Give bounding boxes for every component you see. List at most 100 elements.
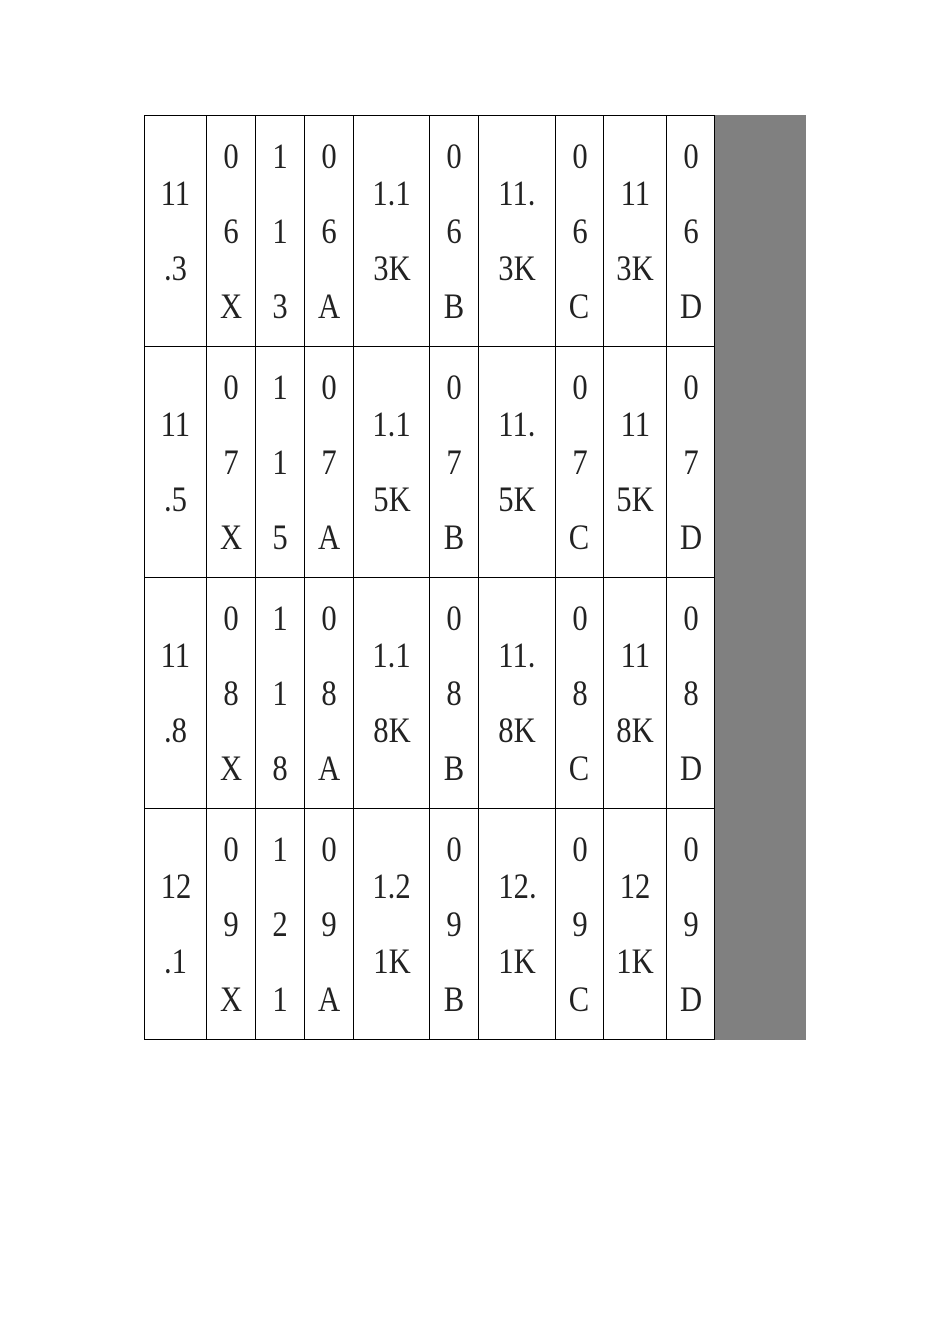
cell-text-line: 3 bbox=[272, 285, 288, 326]
cell-text-line: 1 bbox=[272, 441, 288, 482]
table-cell: 0 7 X bbox=[206, 346, 256, 578]
cell-text-line: 1K bbox=[616, 941, 654, 981]
cell-text-line: 1 bbox=[272, 366, 288, 407]
cell-text-line: 1.1 bbox=[372, 404, 411, 444]
cell-text-line: A bbox=[317, 978, 341, 1019]
cell-text-line: 8K bbox=[616, 710, 654, 750]
cell-text-line: 3K bbox=[616, 248, 654, 288]
cell-text-line: 8 bbox=[321, 672, 337, 713]
cell-text-line: 7 bbox=[682, 441, 699, 482]
cell-text-line: 0 bbox=[682, 597, 699, 638]
cell-text-line: 9 bbox=[571, 903, 588, 944]
cell-text-line: 6 bbox=[682, 210, 699, 251]
table-cell: 12.1 bbox=[144, 808, 207, 1040]
cell-text-line: .3 bbox=[164, 248, 187, 288]
cell-text-line: 6 bbox=[321, 210, 337, 251]
cell-text-line: 0 bbox=[223, 366, 239, 407]
table-cell: 0 8 X bbox=[206, 577, 256, 809]
table-cell: 0 9 A bbox=[304, 808, 354, 1040]
cell-text-line: 6 bbox=[223, 210, 239, 251]
table-cell: 0 9 X bbox=[206, 808, 256, 1040]
cell-text-line: D bbox=[679, 516, 702, 557]
cell-text-line: 0 bbox=[446, 828, 462, 869]
table-cell: 0 6 B bbox=[429, 115, 479, 347]
cell-text-line: 6 bbox=[571, 210, 588, 251]
table-cell: 11.3 bbox=[144, 115, 207, 347]
cell-text-line: C bbox=[569, 978, 590, 1019]
cell-text-line: 0 bbox=[321, 597, 337, 638]
table-cell: 11 5K bbox=[603, 346, 667, 578]
table-cell: 0 8 B bbox=[429, 577, 479, 809]
cell-text-line: 1.2 bbox=[372, 866, 411, 906]
table-cell: 0 6 D bbox=[666, 115, 715, 347]
cell-text-line: 12 bbox=[619, 866, 651, 906]
table-cell: 12 1K bbox=[603, 808, 667, 1040]
cell-text-line: 0 bbox=[446, 597, 462, 638]
cell-text-line: 0 bbox=[571, 135, 588, 176]
cell-text-line: D bbox=[679, 747, 702, 788]
cell-text-line: 9 bbox=[446, 903, 462, 944]
cell-text-line: 0 bbox=[223, 135, 239, 176]
cell-text-line: 7 bbox=[446, 441, 462, 482]
cell-text-line: 11 bbox=[160, 404, 191, 444]
cell-text-line: D bbox=[679, 978, 702, 1019]
cell-text-line: 8K bbox=[372, 710, 411, 750]
cell-text-line: X bbox=[219, 516, 243, 557]
cell-text-line: 11 bbox=[620, 173, 650, 213]
cell-text-line: 1K bbox=[372, 941, 411, 981]
table-cell: 11.5 bbox=[144, 346, 207, 578]
table-cell: 1 2 1 bbox=[255, 808, 305, 1040]
table-cell: 0 6 X bbox=[206, 115, 256, 347]
cell-text-line: D bbox=[679, 285, 702, 326]
cell-text-line: 0 bbox=[321, 828, 337, 869]
cell-text-line: 7 bbox=[571, 441, 588, 482]
table-cell: 0 7 B bbox=[429, 346, 479, 578]
cell-text-line: 1K bbox=[498, 941, 536, 981]
cell-text-line: 0 bbox=[682, 135, 699, 176]
cell-text-line: 12 bbox=[160, 866, 191, 906]
cell-text-line: A bbox=[317, 747, 341, 788]
table-cell: 11 3K bbox=[603, 115, 667, 347]
cell-text-line: 11 bbox=[160, 173, 191, 213]
cell-text-line: 0 bbox=[682, 366, 699, 407]
table-cell: 0 6 A bbox=[304, 115, 354, 347]
shaded-cell bbox=[715, 115, 806, 347]
cell-text-line: 1 bbox=[272, 828, 288, 869]
cell-text-line: 9 bbox=[321, 903, 337, 944]
cell-text-line: 8 bbox=[571, 672, 588, 713]
shaded-cell bbox=[715, 346, 806, 578]
cell-text-line: 5K bbox=[372, 479, 411, 519]
table-cell: 0 7 D bbox=[666, 346, 715, 578]
table-cell: 0 7 A bbox=[304, 346, 354, 578]
table-cell: 0 9 B bbox=[429, 808, 479, 1040]
cell-text-line: 3K bbox=[372, 248, 411, 288]
table-cell: 1 1 5 bbox=[255, 346, 305, 578]
table-cell: 1.1 8K bbox=[353, 577, 430, 809]
cell-text-line: 0 bbox=[321, 135, 337, 176]
cell-text-line: 1 bbox=[272, 210, 288, 251]
cell-text-line: 0 bbox=[223, 828, 239, 869]
cell-text-line: B bbox=[443, 747, 465, 788]
table-cell: 1.1 5K bbox=[353, 346, 430, 578]
cell-text-line: 6 bbox=[446, 210, 462, 251]
cell-text-line: 9 bbox=[682, 903, 699, 944]
cell-text-line: 0 bbox=[223, 597, 239, 638]
cell-text-line: C bbox=[569, 285, 590, 326]
cell-text-line: 5K bbox=[498, 479, 536, 519]
cell-text-line: 8K bbox=[498, 710, 536, 750]
cell-text-line: 0 bbox=[446, 135, 462, 176]
table-cell: 0 8 A bbox=[304, 577, 354, 809]
table-cell: 11. 5K bbox=[478, 346, 556, 578]
cell-text-line: A bbox=[317, 516, 341, 557]
cell-text-line: .8 bbox=[164, 710, 187, 750]
table-cell: 0 7 C bbox=[555, 346, 604, 578]
cell-text-line: 1 bbox=[272, 672, 288, 713]
table-cell: 0 8 D bbox=[666, 577, 715, 809]
cell-text-line: X bbox=[219, 747, 243, 788]
cell-text-line: 1 bbox=[272, 597, 288, 638]
cell-text-line: C bbox=[569, 747, 590, 788]
cell-text-line: .1 bbox=[164, 941, 187, 981]
cell-text-line: 1.1 bbox=[372, 635, 411, 675]
cell-text-line: 8 bbox=[446, 672, 462, 713]
cell-text-line: 11. bbox=[498, 404, 536, 444]
